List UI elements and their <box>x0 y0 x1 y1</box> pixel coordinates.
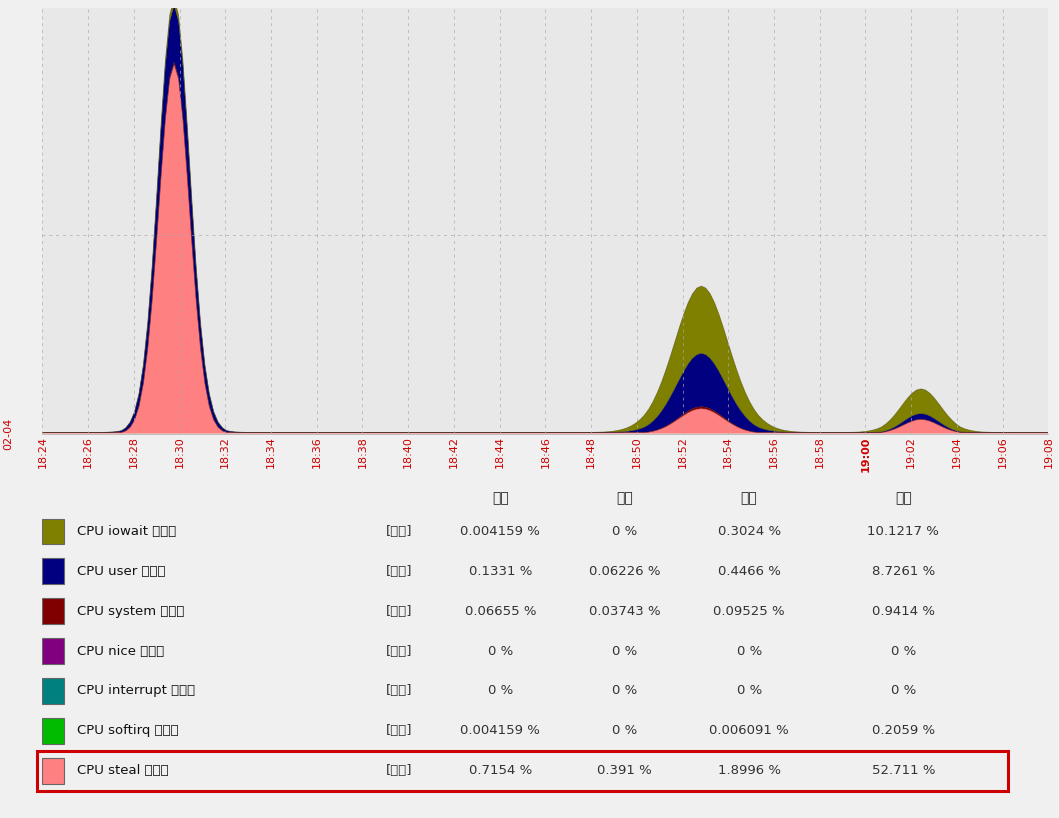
Text: 0 %: 0 % <box>612 685 638 698</box>
Text: 0 %: 0 % <box>487 685 513 698</box>
Text: 0.03743 %: 0.03743 % <box>589 605 661 618</box>
Text: 0.004159 %: 0.004159 % <box>461 724 540 737</box>
Text: [平均]: [平均] <box>385 564 412 578</box>
Bar <box>42 598 65 624</box>
Text: [平均]: [平均] <box>385 645 412 658</box>
Bar <box>42 638 65 664</box>
Text: CPU interrupt 百分比: CPU interrupt 百分比 <box>77 685 195 698</box>
Text: 0.006091 %: 0.006091 % <box>710 724 789 737</box>
Text: 0.391 %: 0.391 % <box>597 764 652 777</box>
Text: 0.3024 %: 0.3024 % <box>718 525 780 538</box>
Text: 8.7261 %: 8.7261 % <box>872 564 935 578</box>
Text: 0 %: 0 % <box>487 645 513 658</box>
Text: 0.09525 %: 0.09525 % <box>714 605 785 618</box>
Text: CPU steal 百分比: CPU steal 百分比 <box>77 764 168 777</box>
Text: 0 %: 0 % <box>612 724 638 737</box>
Text: 0.7154 %: 0.7154 % <box>469 764 532 777</box>
Text: 0 %: 0 % <box>612 525 638 538</box>
Text: 0 %: 0 % <box>736 685 761 698</box>
Text: 最大: 最大 <box>895 492 912 506</box>
Bar <box>42 717 65 744</box>
Text: [平均]: [平均] <box>385 605 412 618</box>
Text: 平均: 平均 <box>740 492 757 506</box>
Text: 0.4466 %: 0.4466 % <box>718 564 780 578</box>
Text: 02-04: 02-04 <box>3 417 14 450</box>
Bar <box>42 678 65 703</box>
Text: CPU system 百分比: CPU system 百分比 <box>77 605 184 618</box>
Text: [平均]: [平均] <box>385 685 412 698</box>
Text: CPU softirq 百分比: CPU softirq 百分比 <box>77 724 179 737</box>
Text: 52.711 %: 52.711 % <box>872 764 935 777</box>
Text: 10.1217 %: 10.1217 % <box>867 525 939 538</box>
Text: [平均]: [平均] <box>385 525 412 538</box>
Text: CPU user 百分比: CPU user 百分比 <box>77 564 165 578</box>
Text: CPU nice 百分比: CPU nice 百分比 <box>77 645 164 658</box>
Text: 0.06655 %: 0.06655 % <box>465 605 536 618</box>
Text: [平均]: [平均] <box>385 724 412 737</box>
Text: 1.8996 %: 1.8996 % <box>718 764 780 777</box>
Text: 0 %: 0 % <box>612 645 638 658</box>
Bar <box>42 519 65 545</box>
Text: 0.2059 %: 0.2059 % <box>872 724 935 737</box>
Text: 0.004159 %: 0.004159 % <box>461 525 540 538</box>
Text: 0 %: 0 % <box>736 645 761 658</box>
Text: 最新: 最新 <box>491 492 508 506</box>
Text: [平均]: [平均] <box>385 764 412 777</box>
Text: 0.1331 %: 0.1331 % <box>468 564 532 578</box>
Text: 0.9414 %: 0.9414 % <box>872 605 935 618</box>
Text: 0 %: 0 % <box>891 685 916 698</box>
Text: 0.06226 %: 0.06226 % <box>589 564 661 578</box>
Bar <box>42 757 65 784</box>
Text: 0 %: 0 % <box>891 645 916 658</box>
Bar <box>42 559 65 584</box>
Text: 最小: 最小 <box>616 492 633 506</box>
Bar <box>37 751 1008 790</box>
Text: CPU iowait 百分比: CPU iowait 百分比 <box>77 525 177 538</box>
